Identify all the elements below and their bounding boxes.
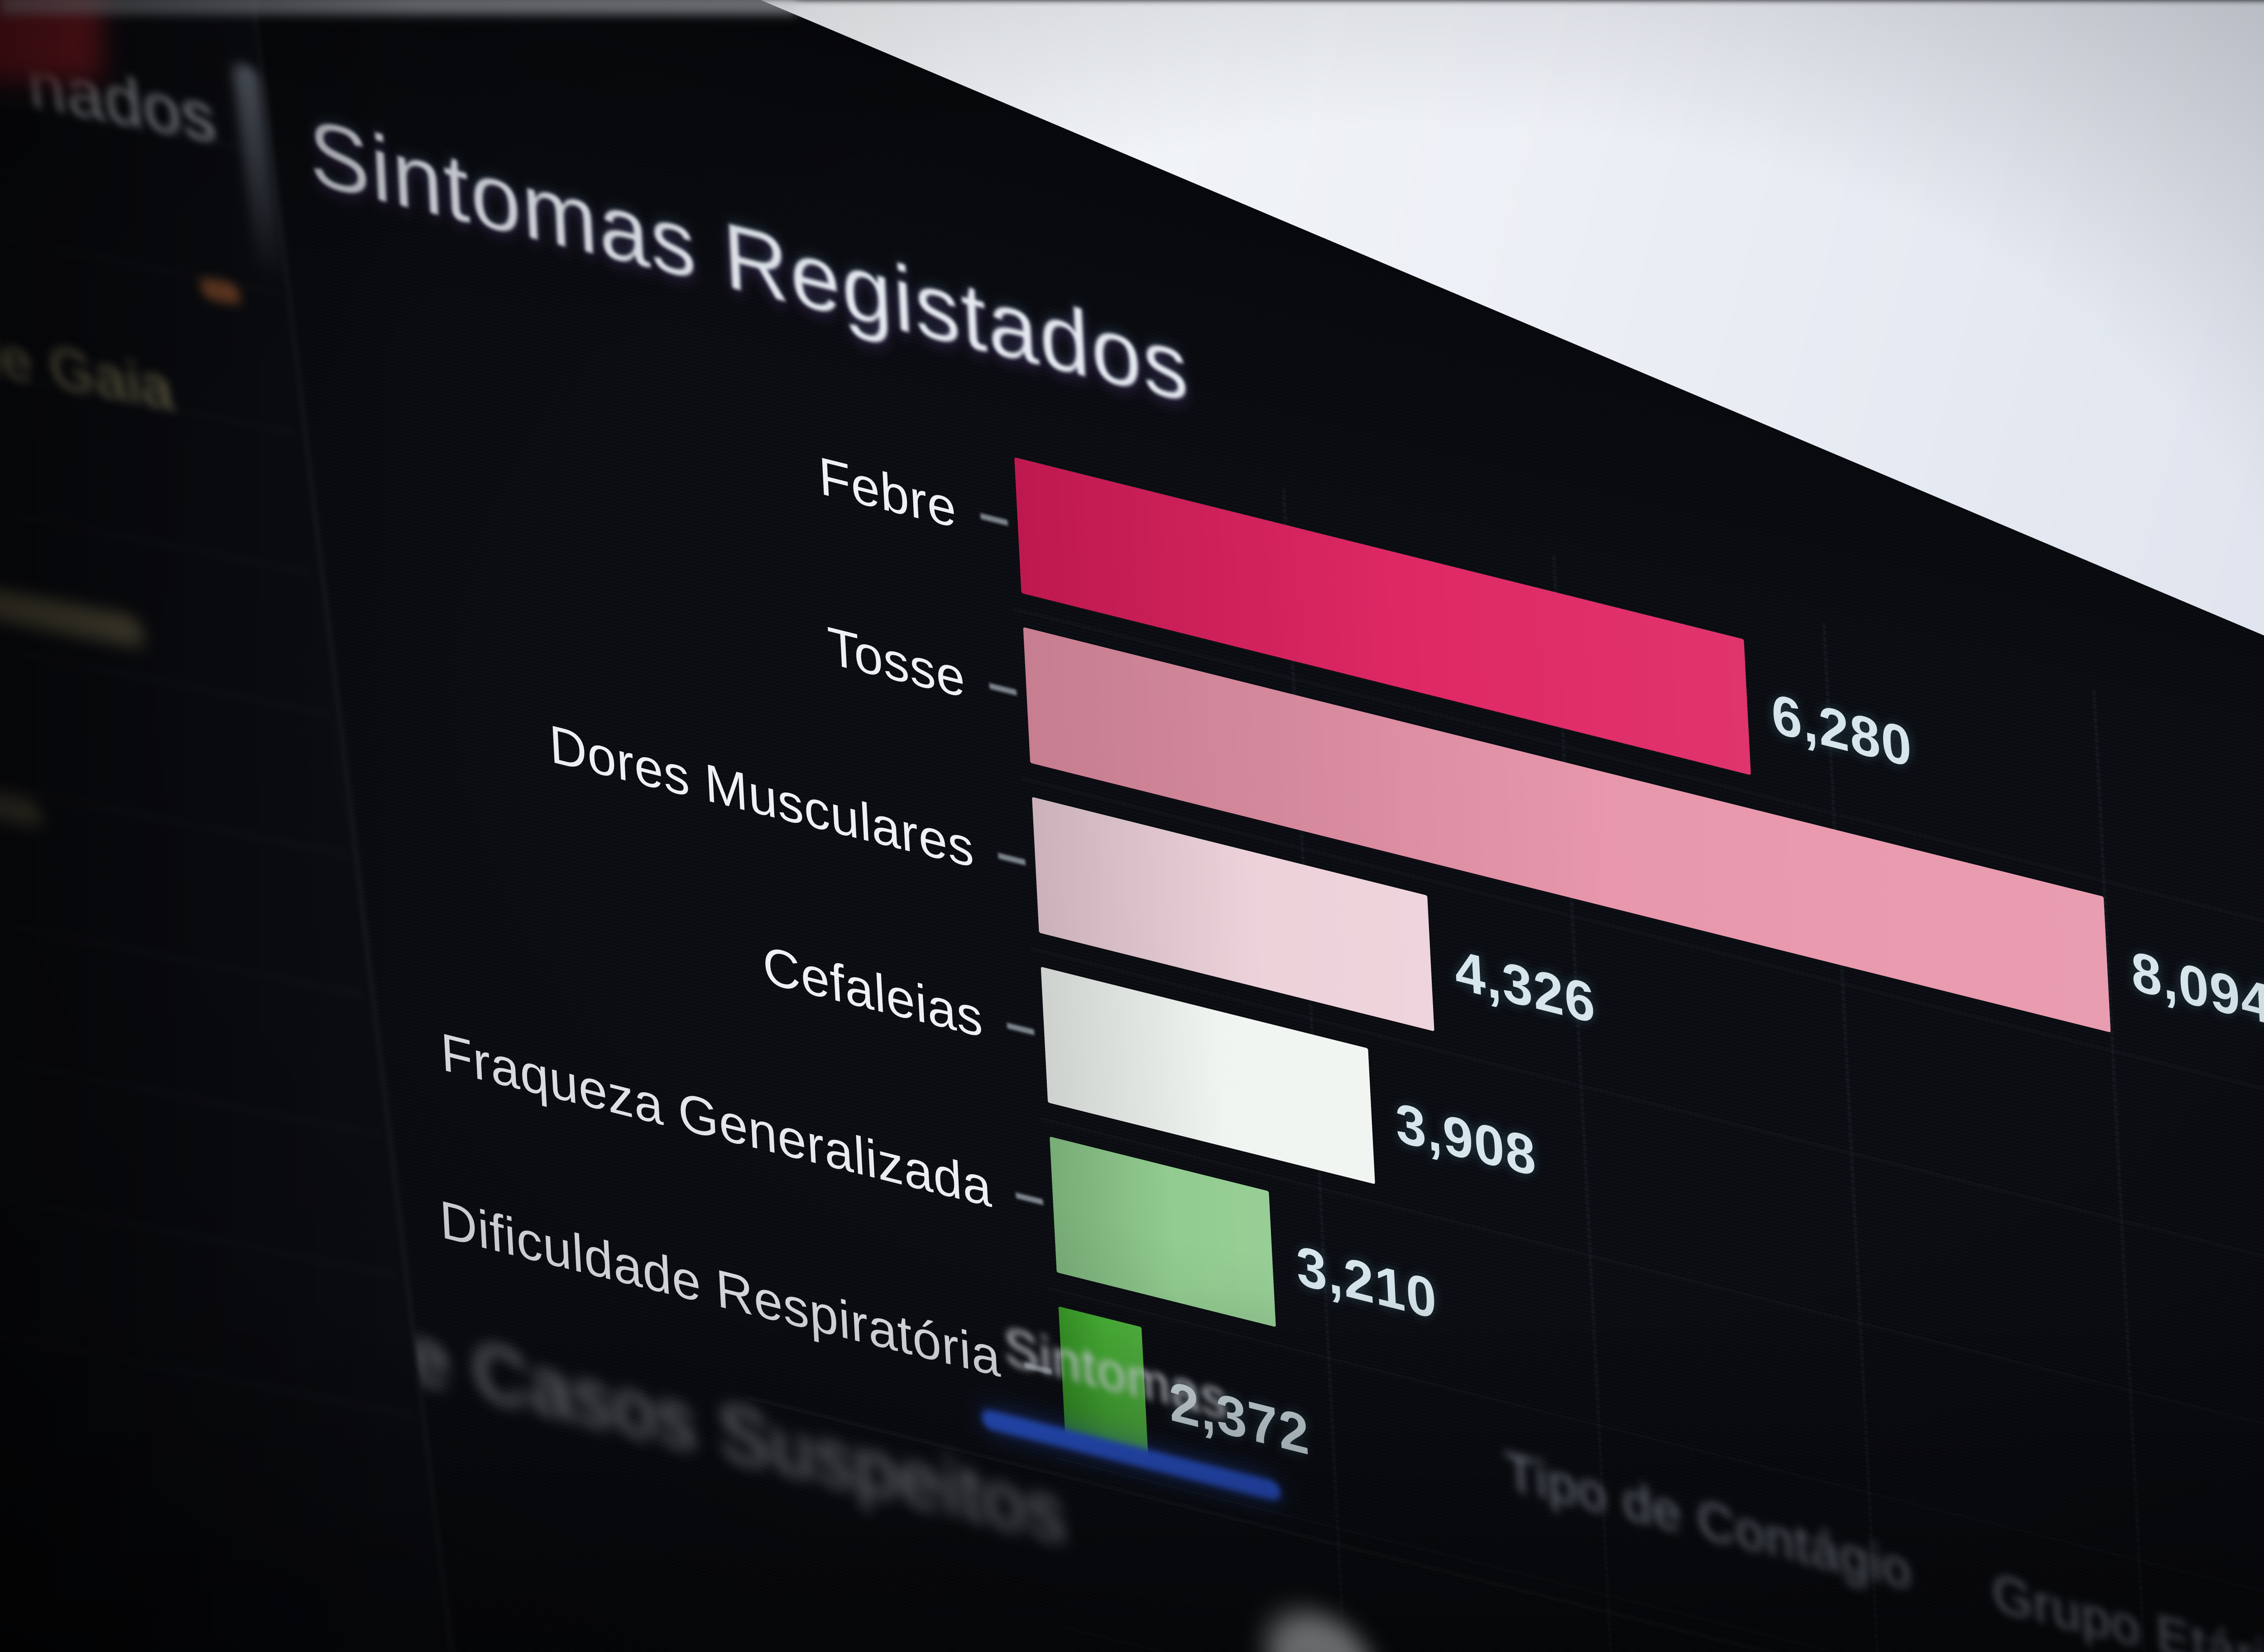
bar-fraqueza-generalizada — [1050, 1136, 1276, 1327]
bar-value: 3,210 — [1295, 1234, 1439, 1332]
logo-blob — [1264, 1601, 1380, 1652]
axis-tick — [989, 683, 1017, 696]
axis-tick — [1007, 1023, 1035, 1036]
bar-value: 8,094 — [2130, 939, 2264, 1037]
sidebar-background — [0, 0, 505, 1652]
axis-tick — [980, 513, 1008, 526]
axis-tick — [998, 853, 1026, 866]
bar-value: 4,326 — [1453, 938, 1597, 1036]
bar-value: 3,908 — [1394, 1091, 1538, 1189]
axis-tick — [1016, 1192, 1043, 1205]
background-wall-edge — [0, 0, 797, 14]
